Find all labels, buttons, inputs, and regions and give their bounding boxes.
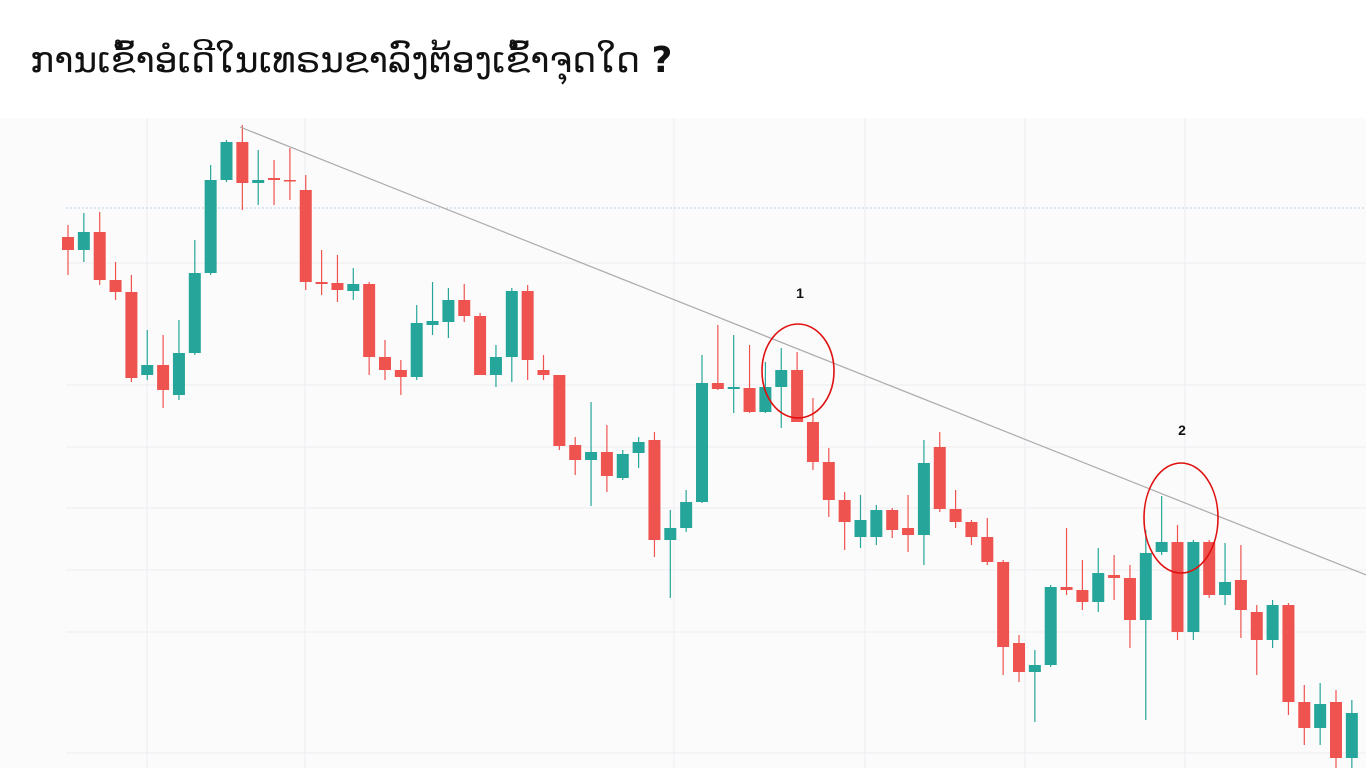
candle-body xyxy=(1060,587,1073,590)
candle-body xyxy=(743,388,756,412)
candle-body xyxy=(474,316,487,375)
candle-body xyxy=(569,445,582,460)
candle-body xyxy=(426,321,439,325)
candle-body xyxy=(1171,542,1184,632)
candle-body xyxy=(1203,542,1216,595)
candle-body xyxy=(331,283,344,290)
candle-body xyxy=(838,500,851,522)
candle-body xyxy=(220,142,233,180)
candle-body xyxy=(553,375,566,446)
candle-body xyxy=(62,237,74,250)
candle-body xyxy=(933,447,946,509)
annotation: 2 xyxy=(1178,422,1186,438)
candle-body xyxy=(1123,578,1136,620)
candle-body xyxy=(125,292,138,378)
candle-body xyxy=(157,365,170,390)
candle-body xyxy=(600,452,613,476)
candle-body xyxy=(965,522,978,537)
candle-body xyxy=(949,509,962,522)
candle-body xyxy=(1298,702,1311,728)
candle-body xyxy=(1314,704,1327,728)
candle-body xyxy=(442,300,455,322)
candle-body xyxy=(299,190,312,282)
candle-body xyxy=(917,463,930,535)
candle-body xyxy=(283,180,296,182)
candle-body xyxy=(77,232,90,250)
highlight-circle xyxy=(1143,462,1219,574)
highlight-circle xyxy=(761,323,835,419)
candle-body xyxy=(648,440,661,540)
candle-body xyxy=(791,370,804,422)
candle-body xyxy=(1250,612,1263,640)
candle-body xyxy=(997,562,1010,647)
candle-body xyxy=(711,383,724,389)
candle-body xyxy=(886,510,899,530)
candle-body xyxy=(1092,573,1105,602)
title-text: ການເຂົ້າອໍເດີໃນເທຣນຂາລົງຕ້ອງເຂົ້າຈຸດໃດ xyxy=(30,40,641,81)
candle-body xyxy=(1139,553,1152,620)
candle-body xyxy=(680,502,693,528)
candle-body xyxy=(315,282,328,284)
candle-body xyxy=(1187,542,1200,632)
candle-body xyxy=(347,284,360,291)
candle-body xyxy=(188,273,201,353)
trend-line xyxy=(239,126,1366,576)
candle-body xyxy=(1282,605,1295,702)
overlay: 1 2 xyxy=(761,285,1219,574)
candle-body xyxy=(775,370,788,387)
candle-body xyxy=(1345,713,1358,758)
candle-body xyxy=(489,357,502,375)
candle-body xyxy=(1266,605,1279,640)
candle-body xyxy=(458,300,471,316)
candle-body xyxy=(1108,575,1121,578)
candle-body xyxy=(394,370,407,377)
candle-body xyxy=(1219,582,1232,595)
candle-body xyxy=(363,284,376,357)
candle-body xyxy=(632,442,645,453)
candle-body xyxy=(854,520,867,537)
candle-body xyxy=(236,142,249,183)
annotation: 1 xyxy=(796,285,804,301)
candle-body xyxy=(870,510,883,537)
candle-body xyxy=(172,353,185,395)
candle-body xyxy=(822,462,835,500)
candle-body xyxy=(585,452,598,460)
candle-body xyxy=(902,528,915,535)
candle-body xyxy=(1155,542,1168,552)
candle-body xyxy=(696,383,708,502)
candle-body xyxy=(109,280,122,292)
candle-body xyxy=(537,370,550,375)
candle-body xyxy=(1044,587,1057,665)
candle-body xyxy=(505,291,518,357)
candle-body xyxy=(204,180,217,273)
candle-body xyxy=(616,454,629,478)
candle-body xyxy=(981,537,994,562)
candle-body xyxy=(410,323,423,377)
title-mark: ? xyxy=(651,40,673,81)
candles xyxy=(62,125,1366,768)
slide-title: ການເຂົ້າອໍເດີໃນເທຣນຂາລົງຕ້ອງເຂົ້າຈຸດໃດ ? xyxy=(30,40,672,81)
candle-body xyxy=(806,422,819,462)
candle-body xyxy=(141,365,154,375)
candle-body xyxy=(759,387,772,412)
candle-body xyxy=(521,291,534,360)
candle-body xyxy=(379,357,391,370)
candle-body xyxy=(252,180,265,183)
candle-body xyxy=(727,387,740,389)
candle-body xyxy=(1330,702,1342,758)
candle-body xyxy=(268,178,281,180)
candle-body xyxy=(1013,643,1025,672)
candle-body xyxy=(1234,580,1247,610)
candle-body xyxy=(93,232,106,280)
candle-body xyxy=(1076,590,1089,602)
candle-body xyxy=(664,528,677,540)
plot-area xyxy=(0,118,1366,768)
candle-body xyxy=(1028,665,1041,672)
